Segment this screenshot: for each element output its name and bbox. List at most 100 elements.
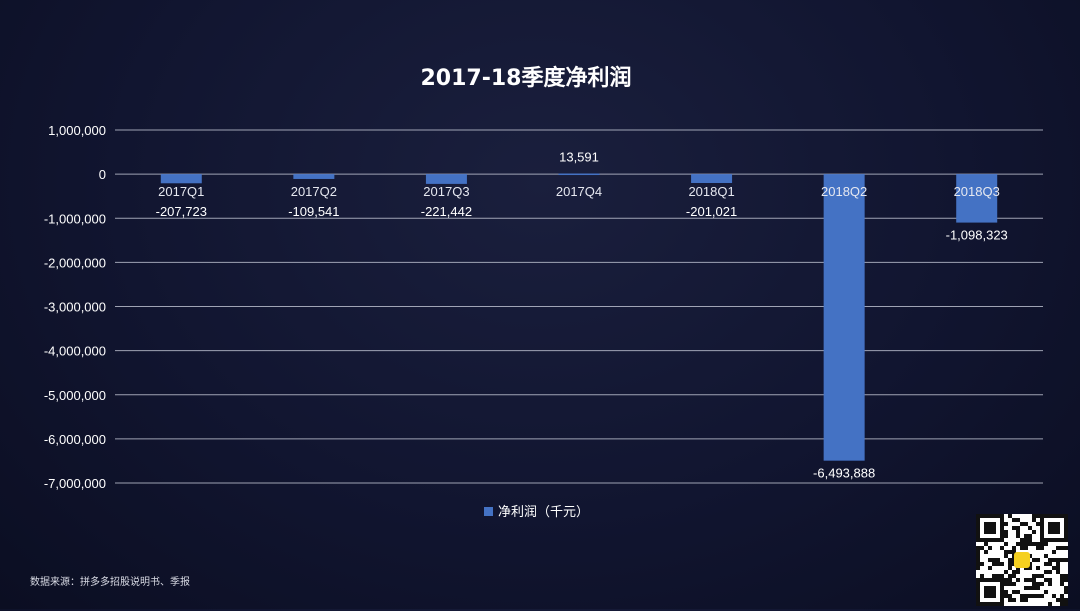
qr-module xyxy=(1056,558,1060,562)
qr-module xyxy=(1008,598,1012,602)
qr-module xyxy=(1012,526,1016,530)
qr-logo xyxy=(1014,552,1030,568)
qr-module xyxy=(980,546,984,550)
legend-label: 净利润（千元） xyxy=(498,505,589,520)
qr-module xyxy=(1032,518,1036,522)
qr-module xyxy=(1024,534,1028,538)
qr-module xyxy=(1060,558,1064,562)
qr-module xyxy=(996,562,1000,566)
qr-module xyxy=(1056,566,1060,570)
qr-module xyxy=(992,562,996,566)
qr-module xyxy=(1060,574,1064,578)
qr-module xyxy=(1052,550,1056,554)
qr-module xyxy=(1032,558,1036,562)
qr-module xyxy=(1036,546,1040,550)
qr-module xyxy=(1060,546,1064,550)
qr-module xyxy=(1004,554,1008,558)
data-label: -109,541 xyxy=(288,204,339,219)
qr-module xyxy=(1040,542,1044,546)
qr-module xyxy=(1020,598,1024,602)
bar xyxy=(691,174,733,183)
y-tick-label: -1,000,000 xyxy=(44,211,106,226)
qr-module xyxy=(1060,598,1064,602)
qr-module xyxy=(1044,542,1048,546)
x-tick-label: 2017Q2 xyxy=(291,184,337,199)
qr-module xyxy=(1032,530,1036,534)
bar xyxy=(293,174,335,179)
qr-module xyxy=(1012,598,1016,602)
x-axis-ticks: 2017Q1 2017Q2 2017Q3 2017Q4 2018Q1 2018Q2 2018… xyxy=(158,184,1000,199)
chart-title: 2017-18季度净利润 xyxy=(421,65,632,91)
qr-module xyxy=(976,562,980,566)
data-label: 13,591 xyxy=(559,150,599,165)
qr-module xyxy=(1020,522,1024,526)
qr-module xyxy=(1028,586,1032,590)
qr-module xyxy=(1048,578,1052,582)
qr-module xyxy=(1004,534,1008,538)
qr-module xyxy=(1000,562,1004,566)
qr-module xyxy=(1044,554,1048,558)
qr-module xyxy=(1016,590,1020,594)
qr-module xyxy=(1024,546,1028,550)
qr-module xyxy=(1012,570,1016,574)
qr-module xyxy=(1004,582,1008,586)
qr-finder-core xyxy=(984,586,996,598)
qr-module xyxy=(1028,594,1032,598)
qr-module xyxy=(1024,594,1028,598)
qr-module xyxy=(1040,546,1044,550)
qr-code-icon xyxy=(976,514,1068,606)
data-label: -221,442 xyxy=(421,204,472,219)
qr-module xyxy=(1008,582,1012,586)
qr-module xyxy=(1036,566,1040,570)
data-label: -207,723 xyxy=(156,204,207,219)
qr-module xyxy=(996,558,1000,562)
qr-module xyxy=(1020,546,1024,550)
qr-module xyxy=(992,558,996,562)
qr-module xyxy=(1064,558,1068,562)
qr-module xyxy=(1016,570,1020,574)
data-label: -6,493,888 xyxy=(813,466,875,481)
qr-module xyxy=(976,554,980,558)
y-axis-ticks: 1,000,000 0 -1,000,000 -2,000,000 -3,000,000… xyxy=(44,123,106,491)
x-tick-label: 2017Q4 xyxy=(556,184,602,199)
qr-module xyxy=(1028,538,1032,542)
qr-module xyxy=(1024,538,1028,542)
qr-module xyxy=(1048,558,1052,562)
y-tick-label: -3,000,000 xyxy=(44,300,106,315)
qr-module xyxy=(1048,562,1052,566)
qr-module xyxy=(1044,578,1048,582)
x-tick-label: 2018Q3 xyxy=(954,184,1000,199)
qr-module xyxy=(1012,590,1016,594)
qr-module xyxy=(984,550,988,554)
qr-module xyxy=(984,542,988,546)
bars xyxy=(160,173,998,461)
bar xyxy=(425,174,467,184)
qr-module xyxy=(1040,594,1044,598)
qr-module xyxy=(976,546,980,550)
qr-module xyxy=(980,562,984,566)
qr-module xyxy=(1012,574,1016,578)
qr-module xyxy=(988,558,992,562)
qr-module xyxy=(992,574,996,578)
qr-module xyxy=(1024,522,1028,526)
qr-module xyxy=(976,566,980,570)
qr-module xyxy=(1024,578,1028,582)
qr-module xyxy=(1056,570,1060,574)
qr-finder-core xyxy=(1048,522,1060,534)
qr-module xyxy=(1036,514,1040,518)
y-tick-label: -6,000,000 xyxy=(44,432,106,447)
qr-module xyxy=(1028,526,1032,530)
x-tick-label: 2018Q2 xyxy=(821,184,867,199)
qr-module xyxy=(1056,562,1060,566)
qr-module xyxy=(1060,602,1064,606)
qr-module xyxy=(1064,574,1068,578)
qr-module xyxy=(1036,586,1040,590)
qr-module xyxy=(1028,534,1032,538)
qr-module xyxy=(1032,586,1036,590)
qr-module xyxy=(1048,602,1052,606)
bar xyxy=(956,174,998,223)
qr-module xyxy=(1008,514,1012,518)
qr-module xyxy=(1004,522,1008,526)
qr-module xyxy=(1004,594,1008,598)
